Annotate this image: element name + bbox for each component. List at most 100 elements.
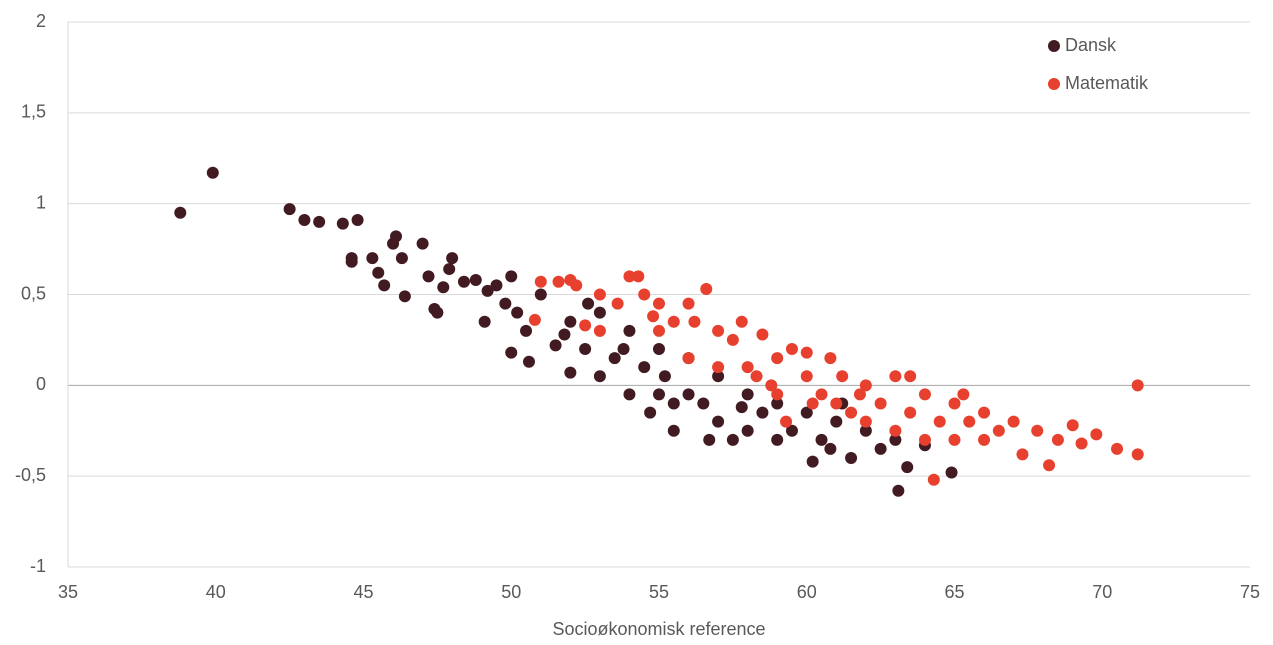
point — [933, 415, 946, 428]
point — [824, 352, 837, 365]
point — [904, 406, 917, 419]
point — [836, 370, 849, 383]
point — [490, 279, 503, 292]
point — [771, 352, 784, 365]
point — [564, 315, 577, 328]
x-tick-label: 45 — [353, 582, 373, 602]
x-axis-label: Socioøkonomisk reference — [552, 619, 765, 639]
point — [918, 388, 931, 401]
y-tick-label: -1 — [30, 556, 46, 576]
point — [632, 270, 645, 283]
point — [978, 433, 991, 446]
legend-label: Matematik — [1065, 73, 1149, 93]
point — [469, 273, 482, 286]
point — [712, 415, 725, 428]
point — [658, 370, 671, 383]
point — [1066, 419, 1079, 432]
point — [395, 252, 408, 265]
point — [712, 324, 725, 337]
x-tick-label: 35 — [58, 582, 78, 602]
point — [859, 415, 872, 428]
point — [859, 379, 872, 392]
point — [785, 424, 798, 437]
point — [638, 288, 651, 301]
point — [478, 315, 491, 328]
y-tick-label: 0 — [36, 374, 46, 394]
point — [1031, 424, 1044, 437]
point — [520, 324, 533, 337]
point — [416, 237, 429, 250]
point — [653, 388, 665, 401]
point — [785, 343, 798, 355]
point — [431, 306, 444, 319]
point — [351, 214, 364, 227]
legend-marker — [1048, 40, 1060, 52]
point — [697, 397, 710, 410]
point — [582, 297, 595, 310]
point — [712, 370, 725, 383]
point — [771, 397, 784, 410]
point — [735, 401, 748, 414]
point — [830, 397, 843, 410]
point — [806, 455, 819, 468]
point — [481, 284, 494, 297]
x-tick-label: 50 — [501, 582, 521, 602]
point — [800, 370, 813, 383]
point — [378, 279, 391, 292]
point — [443, 263, 456, 276]
x-tick-label: 70 — [1092, 582, 1112, 602]
point — [845, 452, 858, 464]
point — [853, 388, 866, 401]
point — [564, 366, 577, 379]
point — [771, 388, 784, 401]
legend-label: Dansk — [1065, 35, 1117, 55]
point — [390, 230, 403, 243]
y-tick-label: 1,5 — [21, 102, 46, 122]
point — [735, 315, 748, 328]
point — [593, 324, 606, 337]
point — [437, 281, 450, 294]
point — [682, 352, 695, 365]
point — [780, 415, 793, 428]
point — [726, 433, 739, 446]
point — [806, 397, 819, 410]
point — [800, 346, 813, 359]
point — [422, 270, 435, 283]
point — [750, 370, 763, 383]
point — [741, 388, 754, 401]
x-tick-label: 40 — [206, 582, 226, 602]
point — [644, 406, 657, 419]
point — [608, 352, 621, 365]
point — [372, 266, 385, 279]
point — [345, 255, 358, 268]
point — [800, 406, 813, 419]
point — [874, 442, 887, 455]
x-tick-label: 75 — [1240, 582, 1260, 602]
point — [682, 388, 695, 401]
point — [771, 433, 784, 446]
y-tick-label: 1 — [36, 192, 46, 212]
point — [1131, 448, 1144, 461]
point — [505, 270, 518, 283]
point — [1075, 437, 1088, 450]
legend-marker — [1048, 78, 1060, 90]
point — [927, 473, 940, 486]
point — [313, 215, 326, 228]
point — [534, 275, 547, 288]
point — [653, 324, 665, 337]
point — [765, 379, 778, 392]
point — [703, 433, 716, 446]
point — [667, 315, 680, 328]
point — [741, 361, 754, 374]
point — [283, 203, 296, 216]
point — [948, 433, 961, 446]
point — [889, 433, 902, 446]
point — [889, 424, 902, 437]
point — [1051, 433, 1064, 446]
point — [499, 297, 512, 310]
point — [638, 361, 651, 374]
point — [1043, 459, 1056, 472]
point — [859, 424, 872, 437]
y-tick-label: 2 — [36, 11, 46, 31]
